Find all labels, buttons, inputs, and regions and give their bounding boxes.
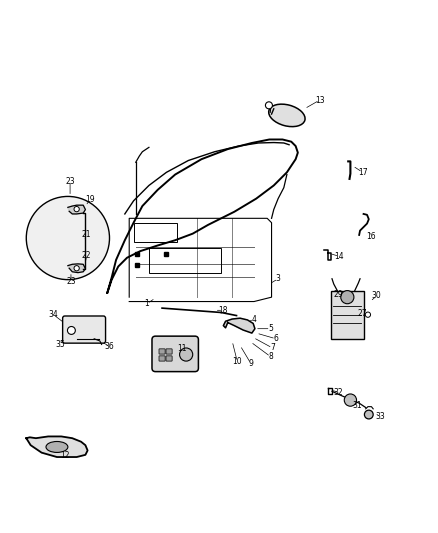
Text: 27: 27 bbox=[358, 309, 367, 318]
Text: 32: 32 bbox=[334, 387, 343, 397]
Circle shape bbox=[344, 394, 357, 406]
FancyBboxPatch shape bbox=[166, 349, 172, 354]
Circle shape bbox=[365, 312, 371, 317]
Text: 35: 35 bbox=[56, 340, 65, 349]
Text: 3: 3 bbox=[276, 274, 281, 283]
Text: 23: 23 bbox=[65, 176, 75, 185]
Circle shape bbox=[364, 410, 373, 419]
Text: 11: 11 bbox=[177, 344, 187, 353]
Text: 31: 31 bbox=[352, 401, 362, 410]
Text: 4: 4 bbox=[251, 314, 257, 324]
FancyBboxPatch shape bbox=[331, 290, 364, 339]
Text: 9: 9 bbox=[248, 359, 254, 368]
Text: 14: 14 bbox=[335, 252, 344, 261]
Text: 18: 18 bbox=[219, 306, 228, 315]
Text: 34: 34 bbox=[49, 310, 58, 319]
Text: 22: 22 bbox=[82, 251, 92, 260]
Text: 7: 7 bbox=[270, 343, 275, 352]
Text: 10: 10 bbox=[233, 358, 242, 367]
Text: 8: 8 bbox=[268, 352, 273, 361]
FancyBboxPatch shape bbox=[152, 336, 198, 372]
Circle shape bbox=[265, 102, 272, 109]
Text: 21: 21 bbox=[82, 230, 92, 239]
FancyBboxPatch shape bbox=[63, 316, 106, 343]
Circle shape bbox=[74, 265, 79, 271]
Text: 29: 29 bbox=[334, 290, 343, 300]
Text: 1: 1 bbox=[145, 299, 149, 308]
Text: 13: 13 bbox=[315, 95, 325, 104]
Circle shape bbox=[67, 327, 75, 334]
Polygon shape bbox=[223, 318, 255, 333]
Circle shape bbox=[341, 290, 354, 304]
Text: 23: 23 bbox=[66, 277, 76, 286]
Circle shape bbox=[180, 348, 193, 361]
Text: 19: 19 bbox=[85, 196, 95, 205]
Text: 12: 12 bbox=[60, 451, 70, 460]
Circle shape bbox=[26, 197, 110, 280]
Text: 6: 6 bbox=[273, 334, 279, 343]
Polygon shape bbox=[68, 205, 85, 214]
FancyBboxPatch shape bbox=[159, 356, 165, 361]
FancyBboxPatch shape bbox=[166, 356, 172, 361]
Text: 30: 30 bbox=[372, 292, 381, 301]
Ellipse shape bbox=[46, 441, 68, 453]
Text: 17: 17 bbox=[358, 168, 367, 177]
Text: 36: 36 bbox=[105, 342, 114, 351]
Polygon shape bbox=[26, 437, 88, 457]
FancyBboxPatch shape bbox=[159, 349, 165, 354]
Polygon shape bbox=[68, 264, 85, 273]
Text: 5: 5 bbox=[268, 324, 273, 333]
Text: 16: 16 bbox=[367, 232, 376, 241]
Circle shape bbox=[74, 206, 79, 212]
Text: 33: 33 bbox=[375, 412, 385, 421]
Ellipse shape bbox=[268, 104, 305, 127]
